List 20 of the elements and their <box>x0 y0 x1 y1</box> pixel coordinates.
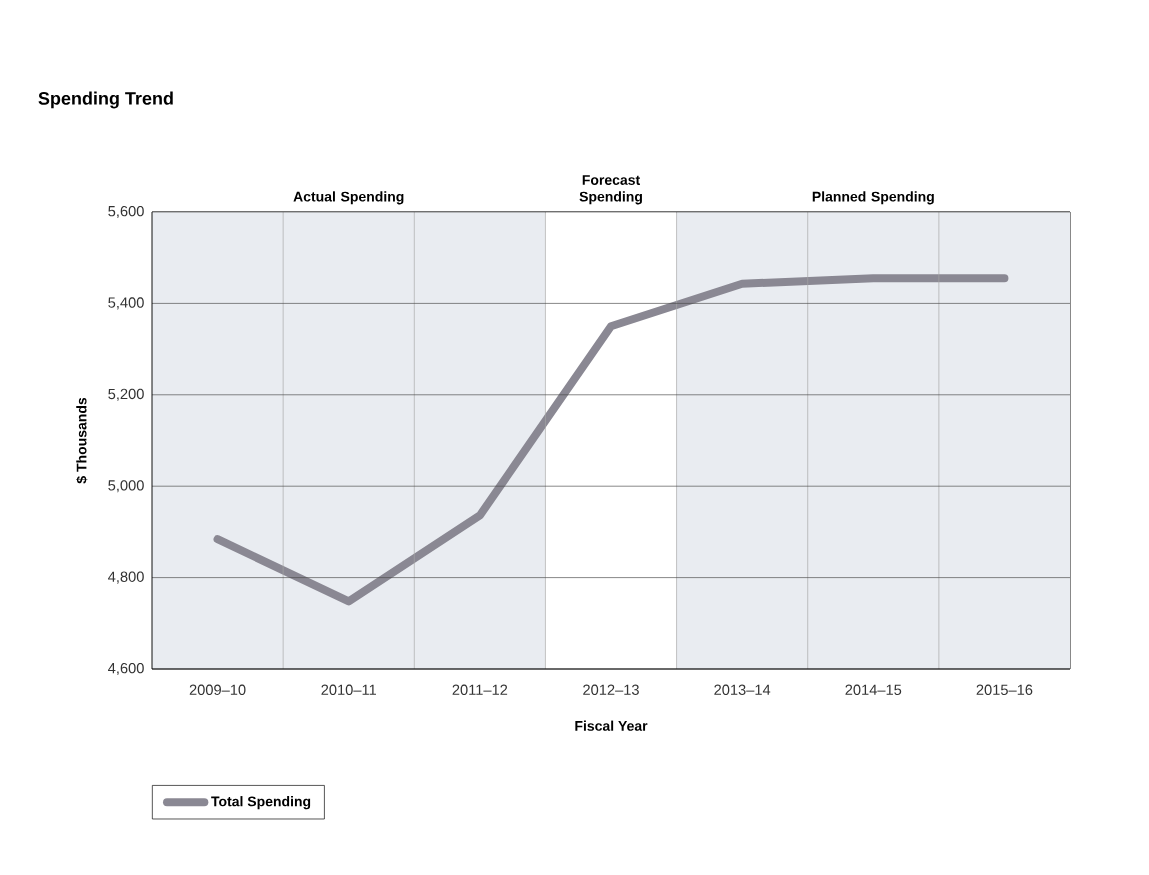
x-tick-label: 2010–11 <box>321 684 376 695</box>
band-label: Actual Spending <box>293 191 404 205</box>
y-tick-label: 5,600 <box>108 205 144 219</box>
x-tick-label: 2009–10 <box>189 684 246 695</box>
x-tick-label: 2012–13 <box>583 684 639 695</box>
x-tick-label: 2011–12 <box>452 684 508 695</box>
y-tick-label: 4,800 <box>108 571 144 584</box>
chart-title: Spending Trend <box>38 91 173 109</box>
y-axis-title: $ Thousands <box>76 397 88 484</box>
y-tick-label: 4,600 <box>108 662 144 676</box>
x-tick-label: 2014–15 <box>845 684 902 695</box>
y-tick-label: 5,000 <box>108 480 144 493</box>
x-tick-label: 2015–16 <box>976 684 1033 695</box>
band-label: Forecast Spending <box>579 175 642 205</box>
x-tick-label: 2013–14 <box>714 684 771 695</box>
band-label: Planned Spending <box>812 191 934 205</box>
x-axis-title: Fiscal Year <box>575 720 648 731</box>
y-tick-label: 5,200 <box>108 388 144 401</box>
legend-label: Total Spending <box>211 796 311 810</box>
y-tick-label: 5,400 <box>108 297 144 310</box>
